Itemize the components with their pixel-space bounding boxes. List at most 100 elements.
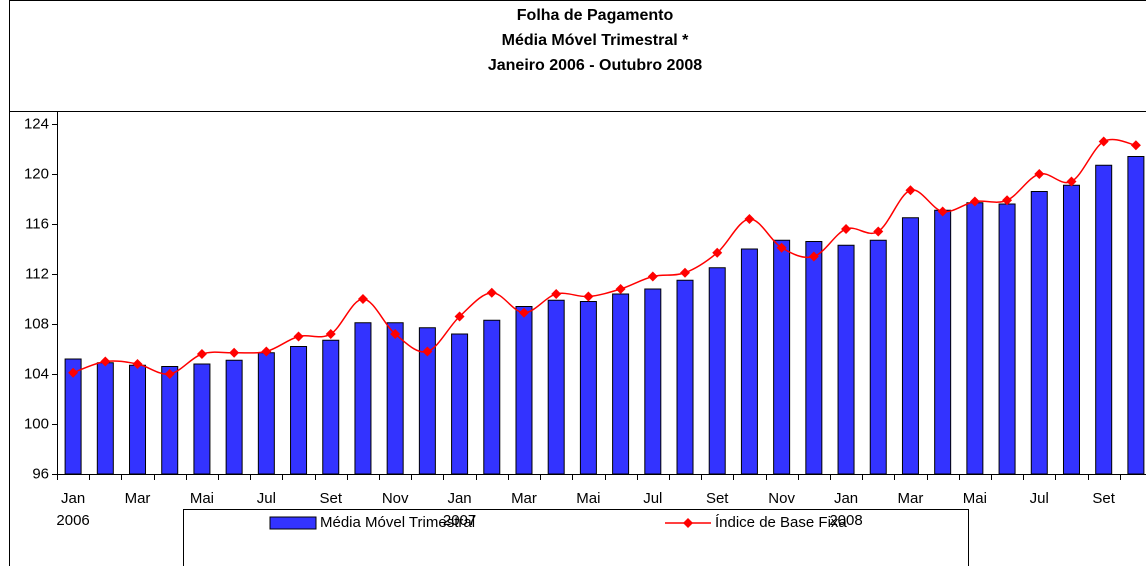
x-tick-label: Set (706, 490, 729, 507)
x-year-label: 2007 (443, 512, 476, 529)
y-tick-label: 124 (24, 115, 49, 132)
marker (905, 185, 916, 196)
x-tick-label: Mai (576, 490, 600, 507)
marker (325, 329, 336, 339)
chart-title: Folha de Pagamento (517, 7, 674, 24)
bar (547, 299, 565, 475)
x-tick-label: Mai (963, 490, 987, 507)
bar (161, 366, 179, 475)
bar (193, 363, 211, 475)
marker (100, 356, 111, 367)
y-tick-label: 104 (24, 365, 49, 382)
marker (680, 267, 691, 278)
marker (390, 329, 401, 339)
bar (676, 279, 694, 475)
marker (486, 287, 497, 298)
x-tick-label: Set (319, 490, 342, 507)
marker (357, 294, 368, 304)
bar (257, 352, 275, 475)
bar (612, 293, 630, 475)
marker (969, 196, 980, 207)
x-tick-label: Mar (898, 490, 924, 507)
bar (773, 239, 791, 475)
marker (744, 214, 755, 224)
marker (712, 247, 723, 258)
line (72, 138, 1137, 375)
marker (1066, 176, 1077, 187)
marker (164, 369, 175, 379)
marker (1130, 140, 1141, 151)
x-tick-label: Jul (257, 490, 276, 507)
bar (96, 362, 114, 475)
legend-swatch (269, 516, 317, 530)
y-tick-label: 112 (25, 265, 49, 282)
x-tick-label: Nov (382, 490, 409, 507)
marker (293, 331, 304, 342)
y-tick-label: 100 (24, 415, 49, 432)
bar (483, 319, 501, 475)
marker (841, 224, 852, 234)
marker (518, 307, 529, 318)
bar (1062, 184, 1080, 475)
marker (196, 349, 207, 359)
x-tick-label: Mai (190, 490, 214, 507)
marker (454, 311, 465, 322)
bar (354, 322, 372, 475)
y-tick-label: 120 (24, 165, 49, 182)
chart-subtitle: Janeiro 2006 - Outubro 2008 (488, 57, 702, 74)
bar (644, 288, 662, 475)
bar (998, 203, 1016, 475)
bar (290, 346, 308, 475)
x-tick-label: Mar (511, 490, 537, 507)
marker (1034, 169, 1045, 179)
bar (934, 209, 952, 475)
bar (1030, 191, 1048, 475)
x-tick-label: Jan (61, 490, 85, 507)
marker (1002, 195, 1013, 206)
marker (261, 346, 272, 357)
chart-subtitle: Média Móvel Trimestral * (502, 32, 690, 49)
bar (1127, 156, 1145, 475)
marker (808, 251, 819, 262)
bar (515, 306, 533, 475)
marker (647, 271, 658, 282)
bar (708, 267, 726, 475)
marker (583, 291, 594, 302)
marker (873, 226, 884, 237)
bar (322, 339, 340, 475)
bar (966, 202, 984, 475)
x-tick-label: Jul (1030, 490, 1049, 507)
marker (551, 289, 562, 299)
x-tick-label: Jul (643, 490, 662, 507)
marker (229, 347, 240, 358)
y-tick-label: 116 (25, 215, 49, 232)
bar (579, 301, 597, 475)
x-tick-label: Mar (125, 490, 151, 507)
x-tick-label: Set (1092, 490, 1115, 507)
x-year-label: 2008 (829, 512, 862, 529)
legend-label: Média Móvel Trimestral (320, 514, 475, 531)
bar (129, 364, 147, 475)
x-tick-label: Jan (834, 490, 858, 507)
marker (776, 242, 787, 253)
x-tick-label: Nov (768, 490, 795, 507)
marker (422, 346, 433, 357)
y-tick-label: 108 (24, 315, 49, 332)
x-year-label: 2006 (56, 512, 89, 529)
bar (869, 239, 887, 475)
bar (837, 244, 855, 475)
bar (901, 217, 919, 475)
legend-label: Índice de Base Fixa (715, 514, 847, 531)
bar (740, 248, 758, 475)
marker (68, 367, 79, 378)
bar (451, 333, 469, 475)
y-tick-label: 96 (32, 465, 49, 482)
bar (386, 322, 404, 475)
bar (805, 241, 823, 475)
marker (937, 206, 948, 217)
x-tick-label: Jan (447, 490, 471, 507)
bar (1095, 164, 1113, 475)
bar (225, 359, 243, 475)
marker (1098, 136, 1109, 147)
